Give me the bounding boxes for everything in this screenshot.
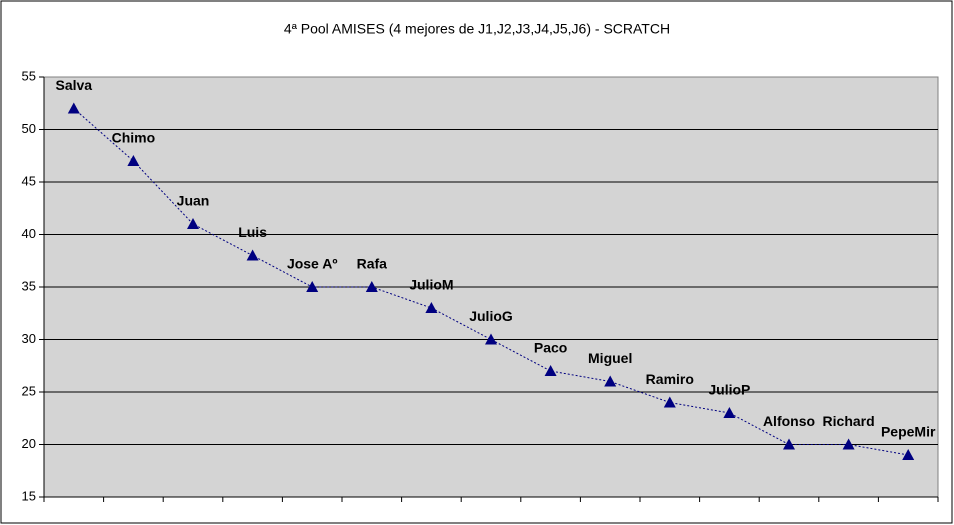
y-tick-label: 45 [22,173,36,188]
point-label: Alfonso [763,413,815,429]
point-label: Miguel [588,350,632,366]
marker [783,438,795,450]
point-label: Jose Aº [287,256,338,272]
point-label: Salva [56,77,93,93]
y-tick-label: 40 [22,226,36,241]
point-label: JulioM [409,277,453,293]
marker [663,396,676,408]
point-label: Ramiro [646,371,694,387]
point-label: Juan [177,193,210,209]
marker [723,407,736,418]
marker [842,438,855,450]
marker [306,281,319,292]
marker [544,365,557,376]
y-tick-label: 35 [22,278,36,293]
marker [365,281,378,292]
marker [902,449,915,460]
y-tick-label: 15 [22,488,36,503]
marker [485,333,497,345]
point-label: Rafa [357,256,388,272]
marker [67,102,80,114]
marker [246,249,259,261]
point-label: Paco [534,340,567,356]
point-label: Chimo [112,130,156,146]
y-tick-label: 20 [22,436,36,451]
point-label: JulioP [708,382,750,398]
marker [187,218,199,229]
y-tick-label: 55 [22,68,36,83]
marker [127,155,140,166]
series-line [73,108,909,456]
point-label: Richard [823,413,875,429]
y-tick-label: 50 [22,121,36,136]
point-label: JulioG [469,308,513,324]
chart-title: 4ª Pool AMISES (4 mejores de J1,J2,J3,J4… [284,21,670,37]
marker [604,375,617,387]
y-tick-label: 30 [22,331,36,346]
y-tick-label: 25 [22,383,36,398]
point-label: PepeMir [881,424,936,440]
point-label: Luis [238,224,267,240]
marker [425,302,438,313]
